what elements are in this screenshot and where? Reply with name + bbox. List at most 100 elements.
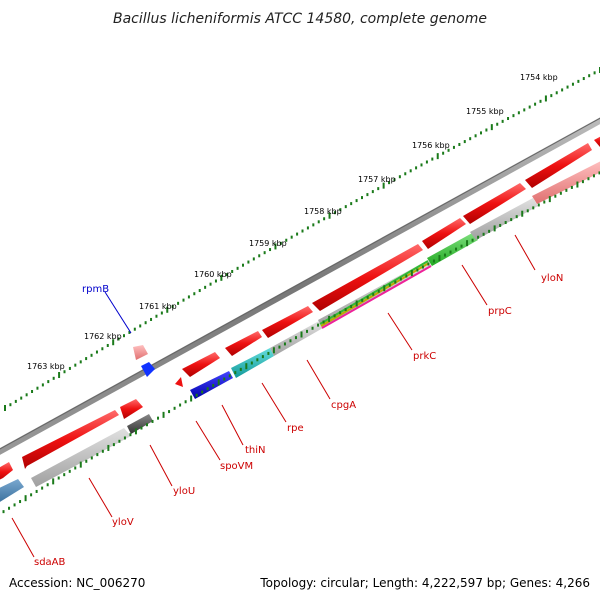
feature-yloN[interactable] xyxy=(470,198,538,240)
cds-arrow[interactable] xyxy=(525,143,592,188)
map-title: Bacillus licheniformis ATCC 14580, compl… xyxy=(113,11,487,27)
ruler-tick xyxy=(355,199,358,203)
ruler-tick xyxy=(212,384,215,388)
ruler-tick xyxy=(223,377,226,381)
ruler-tick xyxy=(322,320,325,324)
ruler-tick xyxy=(190,395,193,402)
ruler-tick xyxy=(140,426,143,430)
feature-line-green xyxy=(319,260,429,325)
cds-arrow-thiN[interactable] xyxy=(225,331,262,356)
cds-arrow-prpC[interactable] xyxy=(422,218,466,249)
cds-arrow-spoVM[interactable] xyxy=(182,352,220,377)
ruler-tick xyxy=(151,419,154,423)
ruler-tick xyxy=(388,181,391,185)
ruler-tick xyxy=(247,260,250,264)
ruler-tick xyxy=(269,248,272,252)
ruler-tick xyxy=(160,311,163,315)
ruler-tick xyxy=(565,188,568,192)
ruler-tick xyxy=(471,238,474,242)
ruler-tick xyxy=(198,289,201,293)
cds-arrow[interactable] xyxy=(0,462,13,482)
ruler-tick xyxy=(328,315,331,322)
ruler-tick xyxy=(278,345,281,349)
feature-pink[interactable] xyxy=(532,160,600,204)
ruler-tick xyxy=(279,241,282,245)
gene-label-sdaAB: sdaAB xyxy=(34,557,66,568)
ruler-tick xyxy=(74,466,77,470)
feature-spoVM[interactable] xyxy=(190,371,233,399)
scale-label: 1754 kbp xyxy=(520,73,558,82)
ruler-tick xyxy=(561,88,564,92)
cds-arrow[interactable] xyxy=(594,134,600,147)
ruler-tick xyxy=(361,196,363,200)
ruler-tick xyxy=(182,298,185,302)
cds-arrow-prkC[interactable] xyxy=(312,244,423,311)
ruler-tick xyxy=(317,220,320,224)
feature-rpmB-box[interactable] xyxy=(133,345,148,360)
ruler-tick xyxy=(177,301,180,305)
ruler-tick xyxy=(30,493,33,497)
ruler-tick xyxy=(63,370,66,374)
ruler-tick xyxy=(217,379,220,386)
feature-small-arrow[interactable] xyxy=(175,377,183,387)
feature-yloU[interactable] xyxy=(127,414,153,434)
gene-label-rpmB: rpmB xyxy=(82,284,109,295)
gene-label-yloV: yloV xyxy=(112,517,134,528)
ruler-tick xyxy=(256,358,259,362)
ruler-tick xyxy=(90,456,93,460)
ruler-tick xyxy=(312,223,315,227)
ruler-tick xyxy=(469,137,472,141)
gene-label-thiN: thiN xyxy=(245,445,266,456)
ruler-tick xyxy=(350,202,353,206)
ruler-tick xyxy=(296,232,299,236)
feature-sdaAB[interactable] xyxy=(0,479,24,505)
ruler-tick xyxy=(588,74,591,78)
ruler-tick xyxy=(371,190,374,194)
ruler-tick xyxy=(289,339,292,343)
ruler-tick xyxy=(285,238,288,242)
ruler-tick xyxy=(294,336,297,340)
ruler-tick xyxy=(57,476,60,480)
cds-arrow-yloN[interactable] xyxy=(463,183,526,224)
cds-arrow-yloV[interactable] xyxy=(22,410,119,469)
ruler-tick xyxy=(139,324,142,328)
ruler-tick xyxy=(157,416,160,420)
feature-rpmB-arrow[interactable] xyxy=(141,362,155,377)
ruler-tick xyxy=(214,279,217,283)
ruler-tick xyxy=(252,257,255,261)
scale-label: 1755 kbp xyxy=(466,107,504,116)
cds-arrow-rpe[interactable] xyxy=(262,306,313,338)
ruler-tick xyxy=(510,218,513,222)
ruler-tick xyxy=(245,363,248,370)
ruler-tick xyxy=(388,283,391,287)
ruler-tick xyxy=(532,206,535,210)
ruler-tick xyxy=(24,495,27,502)
ruler-tick xyxy=(283,342,286,346)
ruler-tick xyxy=(106,343,109,347)
ruler-tick xyxy=(123,436,126,440)
ruler-tick xyxy=(107,444,110,451)
genome-summary: Topology: circular; Length: 4,222,597 bp… xyxy=(260,576,590,590)
ruler-tick xyxy=(496,122,499,126)
ruler-tick xyxy=(598,171,600,175)
ruler-tick xyxy=(250,361,253,365)
ruler-tick xyxy=(482,232,485,236)
ruler-tick xyxy=(431,157,434,161)
ruler-tick xyxy=(41,383,44,387)
ruler-tick xyxy=(31,389,34,393)
ruler-tick xyxy=(220,274,223,281)
ruler-tick xyxy=(68,469,71,473)
ruler-tick xyxy=(485,128,488,132)
ruler-tick xyxy=(90,353,93,357)
ruler-tick xyxy=(209,282,212,286)
cds-arrow-yloU[interactable] xyxy=(120,399,143,419)
ruler-tick xyxy=(184,400,187,404)
ruler-tick xyxy=(8,506,11,510)
ruler-tick xyxy=(9,403,12,407)
ruler-tick xyxy=(571,82,574,86)
feature-yloV[interactable] xyxy=(31,428,131,487)
ruler-tick xyxy=(409,169,412,173)
ruler-tick xyxy=(404,172,407,176)
scale-label: 1758 kbp xyxy=(304,207,342,216)
